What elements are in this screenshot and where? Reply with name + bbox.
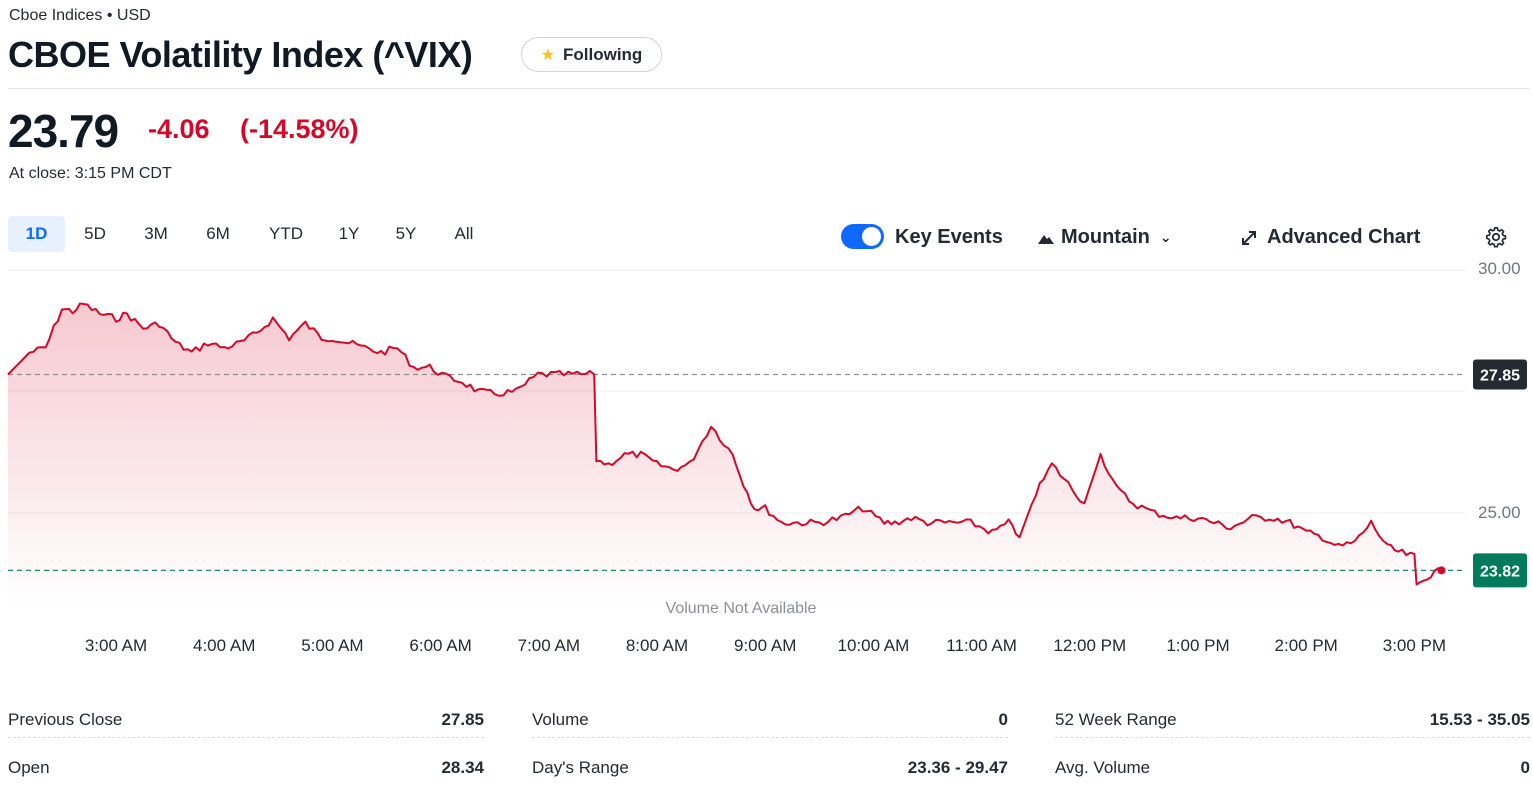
range-tab-5y[interactable]: 5Y [395,224,417,243]
chart-type-label: Mountain [1061,226,1150,248]
range-tab-all[interactable]: All [454,224,474,243]
page-title: CBOE Volatility Index (^VIX) [8,34,473,75]
key-events-label: Key Events [895,226,1003,248]
x-axis-labels: 3:00 AM 4:00 AM 5:00 AM 6:00 AM 7:00 AM 8:00 … [85,636,1446,655]
stat-previous-close: Previous Close 27.85 [8,702,484,738]
range-tab-6m[interactable]: 6M [206,224,230,243]
range-tab-ytd[interactable]: YTD [269,224,303,243]
price-change-percent: (-14.58%) [240,114,359,144]
chevron-down-icon: ⌄ [1159,229,1172,245]
following-label: Following [563,44,643,64]
key-events-toggle[interactable] [841,224,884,249]
x-tick-label: 3:00 PM [1383,636,1446,655]
stat-value: 0 [998,709,1008,729]
following-button[interactable]: ★ Following [521,37,662,72]
range-tab-1d[interactable]: 1D [8,216,65,252]
stat-days-range: Day's Range 23.36 - 29.47 [532,750,1008,786]
mountain-icon [1038,234,1054,244]
stat-volume: Volume 0 [532,702,1008,738]
x-tick-label: 2:00 PM [1275,636,1338,655]
range-tab-3m[interactable]: 3M [144,224,168,243]
close-time: At close: 3:15 PM CDT [9,165,172,182]
x-tick-label: 5:00 AM [301,636,363,655]
stat-label: 52 Week Range [1055,709,1177,729]
stat-open: Open 28.34 [8,750,484,786]
price-area-fill [8,303,1442,605]
x-tick-label: 11:00 AM [946,636,1017,655]
price-line [7,302,1442,586]
advanced-chart-button[interactable]: Advanced Chart [1240,226,1420,249]
stat-label: Previous Close [8,709,123,729]
range-tab-5d[interactable]: 5D [84,224,106,243]
x-tick-label: 3:00 AM [85,636,147,655]
x-tick-label: 1:00 PM [1166,636,1229,655]
gear-icon[interactable] [1485,226,1507,248]
last-price-badge: 23.82 [1473,553,1527,588]
exchange-currency-label: Cboe Indices • USD [9,7,151,24]
stat-avg-volume: Avg. Volume 0 [1055,750,1530,786]
stat-value: 23.36 - 29.47 [907,758,1008,777]
x-tick-label: 9:00 AM [734,636,796,655]
range-tab-1y[interactable]: 1Y [338,224,360,243]
stat-value: 0 [1520,758,1530,777]
expand-icon [1242,230,1256,245]
header-divider [8,88,1530,89]
previous-close-badge-text: 27.85 [1480,367,1520,384]
x-tick-label: 8:00 AM [626,636,688,655]
price-chart[interactable]: 30.00 25.00 27.85 23.82 Volume Not Avail… [0,0,1533,670]
current-price: 23.79 [8,105,119,157]
price-change: -4.06 [148,114,210,144]
volume-note: Volume Not Available [666,600,817,617]
stat-value: 27.85 [441,709,484,729]
toggle-knob [862,227,881,246]
stat-label: Day's Range [532,758,629,777]
star-icon: ★ [540,46,555,64]
stat-label: Avg. Volume [1055,758,1151,777]
x-tick-label: 6:00 AM [409,636,471,655]
last-price-dot [1437,566,1446,575]
y-tick-30: 30.00 [1478,259,1521,278]
x-tick-label: 10:00 AM [837,636,909,655]
stat-label: Open [8,758,50,777]
range-tabs: 1D 5D 3M 6M YTD 1Y 5Y All [8,216,491,252]
x-tick-label: 4:00 AM [193,636,255,655]
y-tick-25: 25.00 [1478,503,1521,522]
last-price-badge-text: 23.82 [1480,563,1520,580]
previous-close-badge: 27.85 [1473,359,1527,390]
stat-label: Volume [532,709,589,729]
stat-52-week-range: 52 Week Range 15.53 - 35.05 [1055,702,1530,738]
x-tick-label: 12:00 PM [1053,636,1126,655]
chart-type-dropdown[interactable]: Mountain ⌄ [1037,226,1172,249]
stat-value: 15.53 - 35.05 [1429,709,1530,729]
x-tick-label: 7:00 AM [518,636,580,655]
stat-value: 28.34 [441,758,484,777]
advanced-chart-label: Advanced Chart [1267,226,1421,248]
